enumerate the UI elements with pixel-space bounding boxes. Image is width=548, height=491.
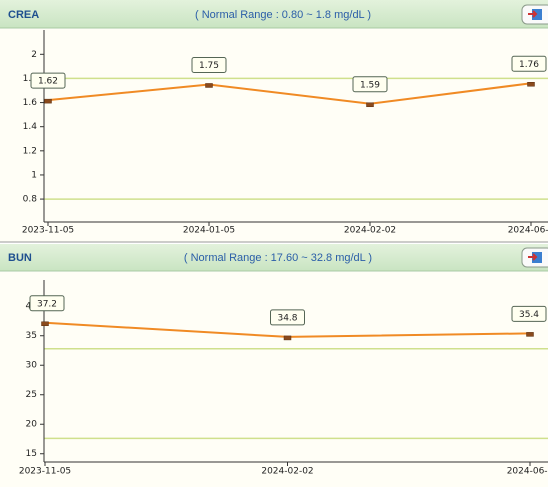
plot-background: [0, 29, 548, 242]
data-label: 37.2: [37, 299, 57, 309]
x-tick-label: 2024-02-02: [261, 467, 313, 477]
header: [0, 0, 548, 28]
data-label: 34.8: [277, 313, 297, 323]
x-tick-label: 2023-11-05: [19, 467, 71, 477]
data-line: [47, 82, 532, 105]
y-tick-label: 1.2: [23, 146, 37, 156]
plot-background: [0, 272, 548, 487]
data-label-box: [191, 56, 227, 73]
y-tick-label: 15: [26, 449, 37, 459]
data-label: 35.4: [519, 310, 539, 320]
data-label: 1.59: [360, 80, 380, 90]
x-tick-label: 2024-01-05: [183, 226, 235, 236]
chart-subtitle: ( Normal Range : 0.80 ~ 1.8 mg/dL ): [195, 9, 371, 21]
data-point: [205, 83, 213, 88]
y-tick-label: 1.4: [23, 122, 38, 132]
x-tick-label: 2023-11-05: [22, 226, 74, 236]
y-tick-label: 1.6: [23, 98, 38, 108]
data-point: [527, 82, 535, 87]
y-tick-label: 1: [31, 170, 37, 180]
export-button[interactable]: [521, 4, 548, 25]
data-point: [366, 102, 374, 108]
export-button[interactable]: [521, 247, 548, 268]
data-point: [41, 321, 49, 327]
data-point: [44, 98, 52, 104]
y-tick-label: 0.8: [23, 195, 38, 205]
data-label-box: [270, 309, 305, 326]
data-label: 1.76: [519, 60, 539, 70]
y-tick-label: 20: [26, 420, 38, 430]
data-label-box: [511, 55, 547, 72]
x-tick-label: 2024-06-3: [507, 467, 548, 477]
data-label-box: [352, 76, 388, 93]
header: [0, 244, 548, 271]
chart-title: CREA: [8, 9, 39, 21]
y-tick-label: 30: [26, 361, 38, 371]
chart-title: BUN: [8, 252, 32, 264]
y-tick-label: 25: [26, 390, 37, 400]
data-label-box: [29, 295, 65, 312]
crea-panel: CREA ( Normal Range : 0.80 ~ 1.8 mg/dL ): [0, 0, 548, 242]
data-label: 1.62: [38, 77, 58, 87]
x-tick-label: 2024-02-02: [344, 226, 396, 236]
chart-subtitle: ( Normal Range : 17.60 ~ 32.8 mg/dL ): [184, 252, 372, 264]
data-label-box: [511, 305, 547, 322]
y-tick-label: 1.8: [23, 74, 38, 84]
y-tick-label: 2: [31, 50, 37, 60]
x-tick-label: 2024-06-3: [508, 226, 548, 236]
data-label-box: [30, 72, 66, 89]
y-tick-label: 35: [26, 331, 37, 341]
data-point: [283, 335, 292, 341]
data-label: 1.75: [199, 61, 219, 71]
bun-panel: BUN ( Normal Range : 17.60 ~ 32.8 mg/dL …: [0, 241, 548, 487]
data-point: [526, 332, 534, 337]
